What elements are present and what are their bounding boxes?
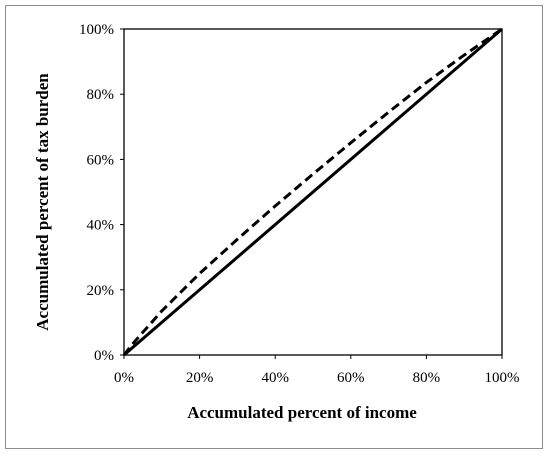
x-tick-label: 40% bbox=[261, 370, 289, 386]
y-tick-label: 40% bbox=[87, 218, 115, 234]
y-tick-label: 100% bbox=[79, 22, 114, 38]
x-tick-label: 20% bbox=[186, 370, 214, 386]
plot-area bbox=[123, 28, 503, 356]
series-line-dashed bbox=[122, 27, 503, 356]
y-tick-label: 20% bbox=[87, 283, 115, 299]
x-tick-label: 80% bbox=[413, 370, 441, 386]
x-axis-ticks: 0% 20% 40% 60% 80% 100% bbox=[114, 355, 520, 386]
series-layer bbox=[122, 27, 503, 357]
x-axis-title: Accumulated percent of income bbox=[187, 403, 417, 422]
chart-svg: 0% 20% 40% 60% 80% 100% 0% 20% 40% 60% 80% 100% Ac… bbox=[33, 22, 520, 422]
x-tick-label: 60% bbox=[337, 370, 365, 386]
y-axis-title: Accumulated percent of tax burden bbox=[33, 73, 52, 331]
y-axis-ticks: 0% 20% 40% 60% 80% 100% bbox=[79, 22, 124, 364]
series-line-solid bbox=[123, 27, 503, 357]
y-tick-label: 80% bbox=[87, 87, 115, 103]
x-tick-label: 100% bbox=[485, 370, 520, 386]
y-tick-label: 0% bbox=[94, 348, 114, 364]
chart-frame: 0% 20% 40% 60% 80% 100% 0% 20% 40% 60% 80% 100% Ac… bbox=[5, 5, 543, 449]
x-tick-label: 0% bbox=[114, 370, 134, 386]
y-tick-label: 60% bbox=[87, 152, 115, 168]
